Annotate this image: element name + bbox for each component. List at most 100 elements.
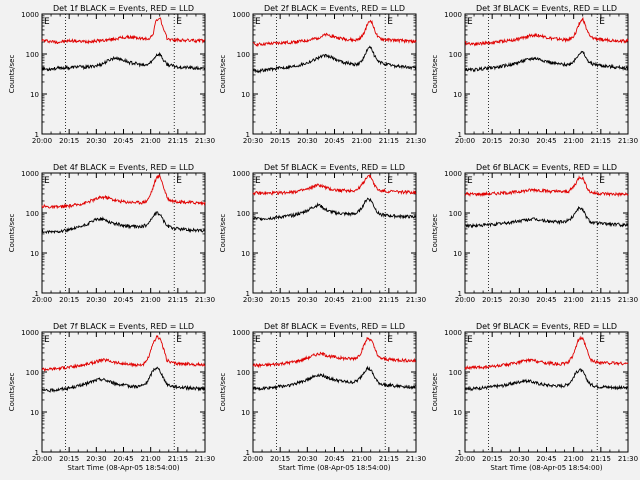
x-tick-label: 20:15 xyxy=(59,296,79,304)
y-axis-label: Counts/sec xyxy=(8,373,16,412)
x-tick-label: 21:00 xyxy=(564,137,584,145)
events-series-line xyxy=(464,50,629,73)
x-tick-label: 21:15 xyxy=(379,455,399,463)
x-tick-label: 20:15 xyxy=(59,137,79,145)
panel-title: Det 2f BLACK = Events, RED = LLD xyxy=(264,4,405,13)
y-tick-label: 1000 xyxy=(21,329,39,337)
x-tick-label: 21:00 xyxy=(352,296,372,304)
y-tick-label: 1000 xyxy=(444,170,462,178)
y-tick-label: 1000 xyxy=(21,11,39,19)
x-tick-label: 21:00 xyxy=(141,137,161,145)
x-tick-label: 21:30 xyxy=(406,455,426,463)
corner-mark-right: E xyxy=(387,17,393,27)
x-tick-label: 21:15 xyxy=(168,137,188,145)
det-panel-2: Det 2f BLACK = Events, RED = LLD Counts/s… xyxy=(219,4,426,145)
y-tick-label: 1 xyxy=(458,131,462,139)
y-tick-label: 100 xyxy=(449,51,462,59)
corner-mark-right: E xyxy=(176,176,182,186)
x-tick-label: 20:15 xyxy=(59,455,79,463)
y-tick-label: 1 xyxy=(246,131,250,139)
x-tick-label: 20:30 xyxy=(509,137,529,145)
y-tick-label: 100 xyxy=(237,210,250,218)
y-tick-label: 10 xyxy=(453,409,462,417)
y-tick-label: 10 xyxy=(30,91,39,99)
x-tick-label: 21:00 xyxy=(141,296,161,304)
y-tick-label: 1000 xyxy=(444,11,462,19)
lld-series-line xyxy=(464,335,629,371)
x-tick-label: 20:15 xyxy=(270,455,290,463)
corner-mark-right: E xyxy=(387,176,393,186)
x-tick-label: 21:30 xyxy=(618,455,638,463)
x-tick-label: 20:00 xyxy=(455,455,475,463)
corner-mark-right: E xyxy=(176,335,182,345)
x-tick-label: 21:00 xyxy=(352,137,372,145)
events-series-line xyxy=(41,51,206,72)
corner-mark-right: E xyxy=(599,335,605,345)
y-tick-label: 1000 xyxy=(232,170,250,178)
x-tick-label: 21:00 xyxy=(564,455,584,463)
y-tick-label: 10 xyxy=(30,250,39,258)
corner-mark-left: E xyxy=(44,335,50,345)
y-tick-label: 10 xyxy=(453,250,462,258)
lld-series-line xyxy=(464,175,629,198)
det-panel-4: Det 4f BLACK = Events, RED = LLD Counts/s… xyxy=(8,163,215,304)
y-tick-label: 1000 xyxy=(21,170,39,178)
corner-mark-left: E xyxy=(467,17,473,27)
x-tick-label: 21:15 xyxy=(591,137,611,145)
x-tick-label: 20:30 xyxy=(86,455,106,463)
events-series-line xyxy=(41,211,206,235)
panel-title: Det 5f BLACK = Events, RED = LLD xyxy=(264,163,405,172)
x-tick-label: 20:30 xyxy=(297,137,317,145)
y-tick-label: 1000 xyxy=(232,11,250,19)
lld-series-line xyxy=(464,16,629,47)
y-tick-label: 100 xyxy=(26,369,39,377)
corner-mark-left: E xyxy=(255,17,261,27)
x-tick-label: 21:00 xyxy=(564,296,584,304)
x-tick-label: 21:30 xyxy=(195,296,215,304)
y-tick-label: 100 xyxy=(26,210,39,218)
x-tick-label: 21:15 xyxy=(379,137,399,145)
corner-mark-left: E xyxy=(255,176,261,186)
lld-series-line xyxy=(252,19,417,48)
corner-mark-right: E xyxy=(176,17,182,27)
panel-title: Det 8f BLACK = Events, RED = LLD xyxy=(264,322,405,331)
det-panel-9: Det 9f BLACK = Events, RED = LLD Counts/s… xyxy=(431,322,638,472)
x-tick-label: 21:00 xyxy=(141,455,161,463)
x-tick-label: 21:30 xyxy=(618,137,638,145)
x-tick-label: 20:15 xyxy=(482,137,502,145)
panel-title: Det 4f BLACK = Events, RED = LLD xyxy=(53,163,194,172)
panel-title: Det 1f BLACK = Events, RED = LLD xyxy=(53,4,194,13)
x-tick-label: 21:30 xyxy=(406,296,426,304)
y-axis-label: Counts/sec xyxy=(219,55,227,94)
x-axis-label: Start Time (08-Apr-05 18:54:00) xyxy=(67,464,179,472)
det-panel-1: Det 1f BLACK = Events, RED = LLD Counts/s… xyxy=(8,4,215,145)
lld-series-line xyxy=(41,173,206,210)
y-tick-label: 10 xyxy=(453,91,462,99)
x-tick-label: 20:15 xyxy=(270,296,290,304)
x-tick-label: 20:45 xyxy=(324,137,344,145)
panel-title: Det 6f BLACK = Events, RED = LLD xyxy=(476,163,617,172)
y-tick-label: 1 xyxy=(458,449,462,457)
det-panel-8: Det 8f BLACK = Events, RED = LLD Counts/s… xyxy=(219,322,426,472)
x-tick-label: 21:30 xyxy=(195,455,215,463)
x-tick-label: 20:45 xyxy=(536,137,556,145)
y-axis-label: Counts/sec xyxy=(431,55,439,94)
corner-mark-right: E xyxy=(599,176,605,186)
x-tick-label: 20:30 xyxy=(86,296,106,304)
corner-mark-left: E xyxy=(255,335,261,345)
lld-series-line xyxy=(252,336,417,369)
x-tick-label: 20:45 xyxy=(536,296,556,304)
events-series-line xyxy=(41,366,206,393)
x-tick-label: 21:30 xyxy=(618,296,638,304)
events-series-line xyxy=(252,197,417,222)
y-tick-label: 1000 xyxy=(444,329,462,337)
corner-mark-left: E xyxy=(467,335,473,345)
y-tick-label: 100 xyxy=(237,369,250,377)
x-tick-label: 21:15 xyxy=(591,296,611,304)
events-series-line xyxy=(252,45,417,74)
det-panel-3: Det 3f BLACK = Events, RED = LLD Counts/s… xyxy=(431,4,638,145)
det-panel-6: Det 6f BLACK = Events, RED = LLD Counts/s… xyxy=(431,163,638,304)
x-tick-label: 20:30 xyxy=(509,455,529,463)
panel-title: Det 3f BLACK = Events, RED = LLD xyxy=(476,4,617,13)
x-tick-label: 20:00 xyxy=(32,137,52,145)
